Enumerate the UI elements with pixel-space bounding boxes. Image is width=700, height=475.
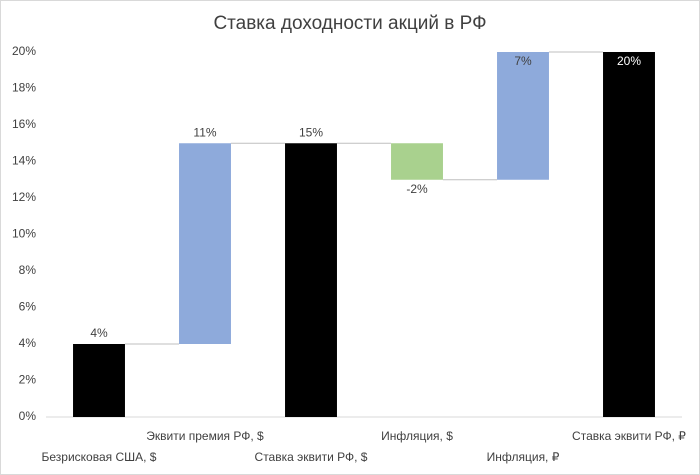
x-tick-label: Ставка эквити РФ, ₽ — [572, 429, 686, 443]
data-label: 11% — [193, 125, 216, 139]
x-tick-label: Инфляция, $ — [381, 429, 453, 443]
x-tick-label: Ставка эквити РФ, $ — [255, 450, 368, 464]
bar — [603, 52, 655, 417]
data-label: -2% — [406, 182, 428, 196]
y-tick-label: 4% — [19, 336, 37, 350]
y-tick-label: 10% — [12, 227, 36, 241]
data-label: 15% — [299, 125, 323, 139]
bar — [285, 143, 337, 417]
y-tick-label: 12% — [12, 190, 36, 204]
y-tick-label: 20% — [12, 44, 36, 58]
x-tick-label: Безрисковая США, $ — [42, 450, 157, 464]
chart-title: Ставка доходности акций в РФ — [213, 13, 486, 34]
data-label: 20% — [617, 54, 641, 68]
bar — [391, 143, 443, 180]
y-tick-label: 14% — [12, 154, 36, 168]
y-tick-label: 0% — [19, 409, 37, 423]
bar — [179, 143, 231, 344]
x-tick-label: Инфляция, ₽ — [487, 450, 560, 464]
data-label: 7% — [514, 54, 532, 68]
bar — [73, 344, 125, 417]
data-label: 4% — [90, 326, 108, 340]
y-tick-label: 2% — [19, 373, 37, 387]
y-tick-label: 6% — [19, 300, 37, 314]
y-tick-label: 18% — [12, 81, 36, 95]
x-tick-label: Эквити премия РФ, $ — [146, 429, 264, 443]
bar — [497, 52, 549, 180]
y-tick-label: 16% — [12, 117, 36, 131]
y-tick-label: 8% — [19, 263, 37, 277]
